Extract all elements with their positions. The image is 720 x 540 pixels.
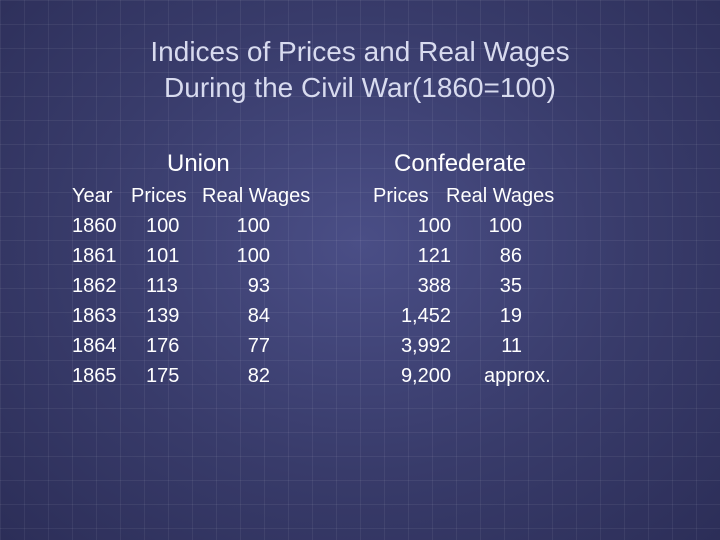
- column-header-union-real-wages: Real Wages: [202, 185, 311, 207]
- confederate-real-wages-cell: approx.: [484, 365, 551, 387]
- union-real-wages-cell: 84: [247, 305, 270, 327]
- year-cell: 1860: [72, 215, 117, 237]
- union-real-wages-cell: 93: [247, 275, 270, 297]
- union-real-wages-cell: 100: [236, 245, 270, 267]
- union-real-wages-cell: 100: [236, 215, 270, 237]
- union-prices-cell: 113: [146, 275, 178, 297]
- confederate-real-wages-cell: 100: [488, 215, 522, 237]
- confederate-real-wages-cell: 35: [499, 275, 522, 297]
- year-cell: 1862: [72, 275, 117, 297]
- confederate-prices-cell: 9,200: [400, 365, 451, 387]
- union-prices-cell: 100: [146, 215, 180, 237]
- confederate-real-wages-cell: 11: [501, 335, 522, 357]
- column-header-year: Year: [72, 185, 113, 207]
- confederate-prices-cell: 100: [417, 215, 451, 237]
- union-prices-cell: 176: [146, 335, 180, 357]
- column-header-confederate-prices: Prices: [373, 185, 429, 207]
- confederate-prices-cell: 1,452: [400, 305, 451, 327]
- confederate-prices-cell: 3,992: [400, 335, 451, 357]
- year-cell: 1863: [72, 305, 117, 327]
- column-header-union-prices: Prices: [131, 185, 187, 207]
- union-prices-cell: 139: [146, 305, 180, 327]
- year-cell: 1861: [72, 245, 117, 267]
- union-real-wages-cell: 77: [247, 335, 270, 357]
- confederate-heading: Confederate: [394, 150, 527, 177]
- slide-title-line-2: During the Civil War(1860=100): [164, 72, 556, 103]
- confederate-prices-cell: 388: [417, 275, 451, 297]
- column-header-confederate-real-wages: Real Wages: [446, 185, 555, 207]
- year-cell: 1864: [72, 335, 117, 357]
- union-heading: Union: [167, 150, 230, 177]
- confederate-real-wages-cell: 86: [499, 245, 522, 267]
- union-prices-cell: 175: [146, 365, 180, 387]
- confederate-prices-cell: 121: [417, 245, 451, 267]
- slide-title-line-1: Indices of Prices and Real Wages: [150, 36, 570, 67]
- year-cell: 1865: [72, 365, 117, 387]
- union-prices-cell: 101: [146, 245, 180, 267]
- union-real-wages-cell: 82: [247, 365, 270, 387]
- slide-title: Indices of Prices and Real Wages During …: [0, 34, 720, 106]
- confederate-real-wages-cell: 19: [499, 305, 522, 327]
